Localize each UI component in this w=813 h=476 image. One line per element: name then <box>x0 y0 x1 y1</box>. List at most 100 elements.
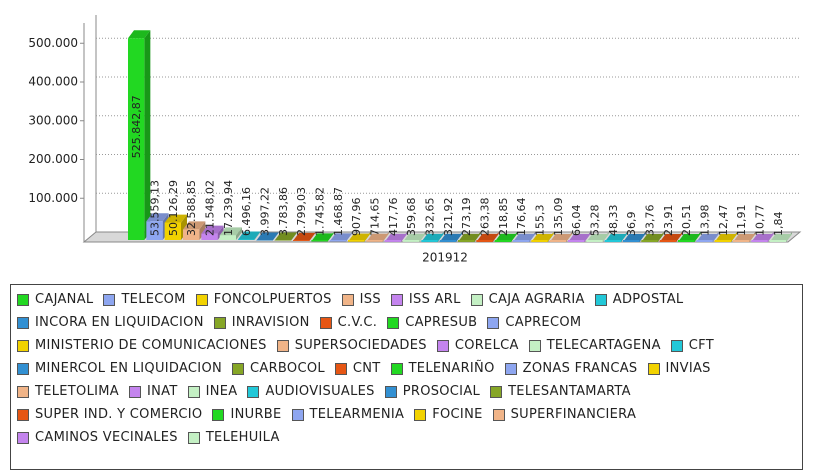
bar-top <box>329 233 352 242</box>
legend-swatch <box>490 385 503 398</box>
legend-swatch <box>319 316 332 329</box>
legend-label: INAT <box>146 384 178 399</box>
legend-swatch <box>387 316 400 329</box>
bar <box>329 240 346 242</box>
bar-top <box>586 233 609 242</box>
legend-item: ZONAS FRANCAS <box>504 357 638 380</box>
bar <box>549 232 572 242</box>
bar-top <box>219 227 242 236</box>
bar <box>751 232 774 242</box>
legend-label: CAMINOS VECINALES <box>35 430 178 445</box>
value-label: 3.783,86 <box>277 187 290 236</box>
bar-top <box>146 213 169 222</box>
bar <box>714 232 737 242</box>
bar-top <box>531 233 554 242</box>
legend-item: PROSOCIAL <box>384 380 481 403</box>
bar <box>439 240 456 242</box>
legend-item: CAMINOS VECINALES <box>17 426 178 449</box>
bar-top <box>384 233 407 242</box>
legend-swatch <box>487 316 500 329</box>
legend-item: TELECARTAGENA <box>528 334 661 357</box>
bar <box>641 240 658 242</box>
bar <box>623 240 640 242</box>
value-label: 218,85 <box>497 197 510 236</box>
legend-swatch <box>276 339 289 352</box>
value-label: 3.997,22 <box>259 187 272 236</box>
legend-label: TELECARTAGENA <box>546 338 661 353</box>
bar <box>183 221 206 240</box>
legend-item: SUPERFINANCIERA <box>492 403 637 426</box>
bar-top <box>733 233 756 242</box>
legend-item: ADPOSTAL <box>594 288 684 311</box>
bar <box>531 232 554 242</box>
legend-item: TELETOLIMA <box>17 380 119 403</box>
value-label: 1.468,87 <box>332 187 345 236</box>
value-label: 66,04 <box>570 205 583 237</box>
legend-item: TELESANTAMARTA <box>490 380 631 403</box>
bar-top <box>458 233 481 242</box>
legend-swatch <box>247 385 260 398</box>
legend-item: TELECOM <box>103 288 185 311</box>
bar <box>348 232 371 242</box>
bar <box>586 240 603 242</box>
bar-top <box>549 233 572 242</box>
bar-top <box>769 233 792 242</box>
value-label: 53.559,13 <box>149 180 162 236</box>
y-tick-label: 500.000 <box>28 36 78 50</box>
bar <box>421 232 444 242</box>
value-label: 33,76 <box>644 205 657 237</box>
bar <box>659 232 682 242</box>
legend-label: PROSOCIAL <box>402 384 481 399</box>
bar-top <box>403 233 426 242</box>
value-label: 525.842,87 <box>130 95 143 158</box>
bar-top <box>238 231 261 240</box>
bar <box>513 232 536 242</box>
legend-swatch <box>390 293 403 306</box>
legend-item: CNT <box>334 357 381 380</box>
legend-swatch <box>232 362 245 375</box>
bar-top <box>366 233 389 242</box>
bar <box>348 240 365 242</box>
bar <box>549 240 566 242</box>
legend-swatch <box>341 293 354 306</box>
bar <box>146 221 163 240</box>
bar-top <box>568 233 591 242</box>
legend-label: C.V.C. <box>337 315 378 330</box>
legend-swatch <box>17 362 29 375</box>
bar <box>568 232 591 242</box>
bar <box>311 232 334 242</box>
bar <box>568 240 585 242</box>
value-label: 32.588,85 <box>185 180 198 236</box>
bar <box>439 232 462 242</box>
value-label: 6.496,16 <box>240 187 253 236</box>
bar <box>256 232 279 241</box>
legend-item: CORELCA <box>436 334 519 357</box>
legend-swatch <box>390 362 403 375</box>
bar-top <box>476 233 499 242</box>
legend-label: ISS ARL <box>408 292 461 307</box>
legend-item: INVIAS <box>647 357 711 380</box>
legend: CAJANAL TELECOM FONCOLPUERTOS ISS ISS ARL CAJ… <box>10 284 803 470</box>
legend-label: ADPOSTAL <box>612 292 684 307</box>
legend-item: TELENARIÑO <box>390 357 495 380</box>
bar <box>274 232 297 241</box>
legend-label: CARBOCOL <box>250 361 325 376</box>
legend-label: AUDIOVISUALES <box>265 384 375 399</box>
legend-item: INRAVISION <box>213 311 310 334</box>
legend-swatch <box>291 408 304 421</box>
value-label: 1.745,82 <box>314 187 327 236</box>
value-label: 20,51 <box>680 205 693 237</box>
bar <box>476 240 493 242</box>
value-label: 17.239,94 <box>222 180 235 236</box>
bar <box>458 240 475 242</box>
bar <box>238 239 255 240</box>
legend-swatch <box>594 293 607 306</box>
legend-swatch <box>213 316 226 329</box>
bar-side <box>254 231 261 240</box>
legend-item: FOCINE <box>414 403 482 426</box>
value-label: 2.799,03 <box>295 187 308 236</box>
legend-swatch <box>195 293 208 306</box>
value-label: 359,68 <box>405 198 418 237</box>
legend-label: CAPRESUB <box>405 315 478 330</box>
